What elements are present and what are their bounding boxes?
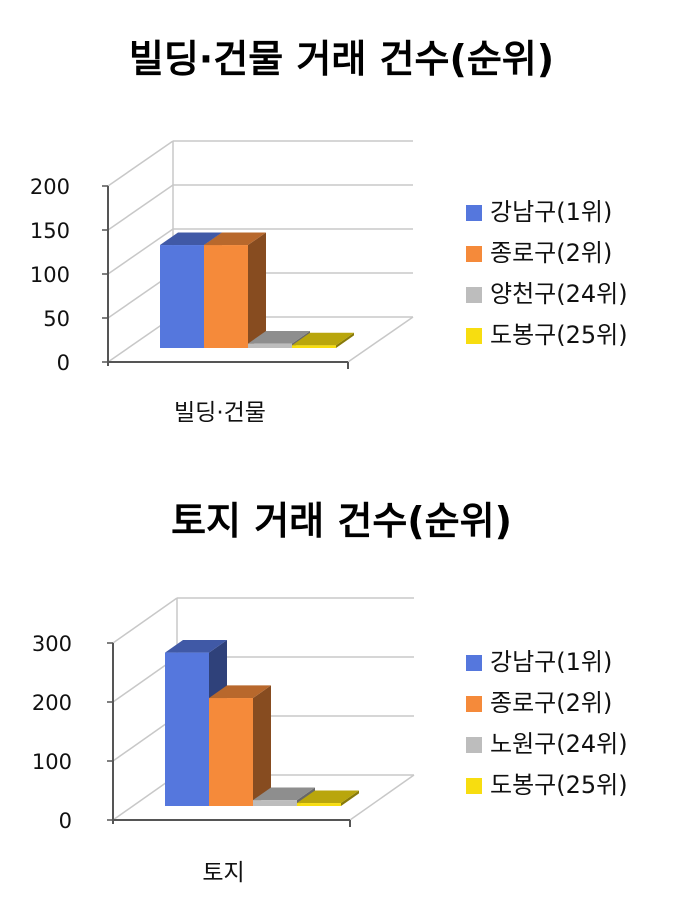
legend-swatch [466,737,482,753]
y-tick-label: 0 [59,809,72,833]
legend-swatch [466,287,482,303]
y-tick-label: 100 [30,263,70,287]
legend-swatch [466,655,482,671]
legend-label: 강남구(1위) [490,648,613,676]
bar-4 [297,790,359,806]
plot-area: 0 100 200 300 토지 [32,597,415,886]
y-tick-label: 100 [32,750,72,774]
legend-swatch [466,696,482,712]
legend-label: 종로구(2위) [490,689,613,717]
chart-building-transactions: 빌딩·건물 거래 건수(순위) 0 50 100 150 200 빌딩·건물 강남구(1위… [0,0,683,450]
legend-label: 양천구(24위) [490,280,628,308]
legend-label: 도봉구(25위) [490,321,628,349]
legend-label: 강남구(1위) [490,198,613,226]
legend-swatch [466,328,482,344]
y-tick-label: 50 [43,307,70,331]
floor-edge [349,774,415,821]
y-tick-label: 0 [57,351,70,375]
legend-label: 노원구(24위) [490,730,628,758]
legend-swatch [466,205,482,221]
y-tick-label: 200 [30,175,70,199]
gridline [112,597,414,644]
bar-4 [292,332,354,348]
y-tick-label: 300 [32,632,72,656]
legend-label: 도봉구(25위) [490,771,628,799]
chart-title: 토지 거래 건수(순위) [171,499,512,543]
gridline [107,228,413,275]
chart-title: 빌딩·건물 거래 건수(순위) [128,37,555,81]
gridline [107,140,413,187]
legend-swatch [466,778,482,794]
plot-area: 0 50 100 150 200 빌딩·건물 [30,140,414,426]
y-tick-label: 150 [30,219,70,243]
bar-2 [204,232,266,348]
legend-swatch [466,246,482,262]
floor-edge [347,316,414,363]
x-category-label: 빌딩·건물 [174,400,266,426]
bar-2 [209,685,271,806]
y-tick-label: 200 [32,691,72,715]
x-category-label: 토지 [202,860,244,886]
legend-label: 종로구(2위) [490,239,613,267]
gridline [107,184,413,231]
chart-land-transactions: 토지 거래 건수(순위) 0 100 200 300 토지 강남구(1위) 종로구(2위)… [0,450,683,916]
